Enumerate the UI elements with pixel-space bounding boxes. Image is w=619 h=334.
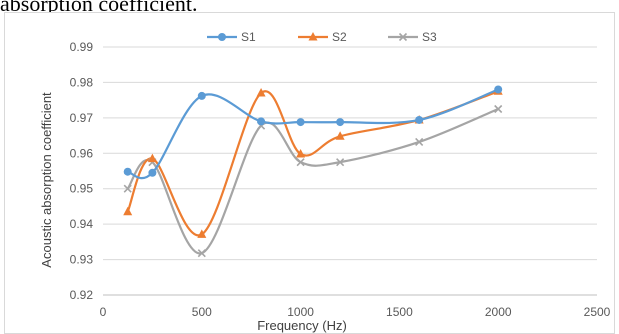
x-tick-label: 2500: [584, 305, 611, 319]
data-point-s2: [197, 229, 207, 238]
data-point-s1: [415, 115, 424, 124]
data-point-s2: [335, 131, 345, 140]
data-point-s2: [147, 153, 157, 163]
legend: S1 S2 S3: [207, 30, 437, 44]
y-tick-label: 0.92: [70, 288, 94, 302]
data-point-s1: [494, 85, 503, 94]
x-tick-label: 1500: [386, 305, 413, 319]
data-point-s1: [197, 91, 206, 100]
x-tick-labels: 0 500 1000 1500 2000 2500: [100, 305, 611, 319]
data-point-s3: [296, 158, 305, 167]
data-point-s2: [256, 88, 266, 97]
y-tick-labels: 0.92 0.93 0.94 0.95 0.96 0.97 0.98 0.99: [70, 40, 94, 302]
data-point-s3: [123, 184, 132, 193]
y-tick-label: 0.97: [70, 111, 94, 125]
series-markers: [123, 85, 503, 258]
data-point-s1: [296, 118, 305, 127]
x-tick-label: 2000: [485, 305, 512, 319]
y-tick-label: 0.99: [70, 40, 94, 54]
x-tick-label: 500: [192, 305, 212, 319]
chart-frame: [4, 12, 615, 334]
gridlines: [103, 46, 597, 296]
legend-marker-s3: [398, 32, 408, 42]
data-point-s3: [494, 104, 503, 114]
x-axis-title: Frequency (Hz): [257, 318, 347, 333]
legend-label-s3: S3: [422, 30, 437, 44]
series-line-s2: [126, 90, 499, 237]
data-point-s2: [123, 206, 133, 216]
data-point-s3: [415, 137, 424, 147]
data-point-s2: [296, 148, 306, 158]
y-tick-label: 0.93: [70, 253, 94, 267]
data-point-s3: [197, 249, 206, 258]
x-tick-label: 1000: [287, 305, 314, 319]
y-tick-label: 0.94: [70, 217, 94, 231]
series-line-s3: [126, 107, 499, 255]
y-tick-label: 0.96: [70, 146, 94, 160]
x-tick-label: 0: [100, 305, 107, 319]
series-lines: [126, 88, 499, 255]
data-point-s1: [123, 167, 132, 176]
legend-marker-s1: [218, 33, 226, 41]
legend-label-s2: S2: [332, 30, 347, 44]
data-point-s1: [257, 117, 266, 126]
data-point-s3: [336, 158, 345, 167]
y-axis-title: Acoustic absorption coefficient: [39, 92, 54, 268]
data-point-s1: [148, 168, 157, 177]
data-point-s1: [336, 118, 345, 127]
legend-label-s1: S1: [241, 30, 256, 44]
y-tick-label: 0.98: [70, 75, 94, 89]
legend-marker-s2: [308, 32, 318, 41]
y-tick-label: 0.95: [70, 182, 94, 196]
